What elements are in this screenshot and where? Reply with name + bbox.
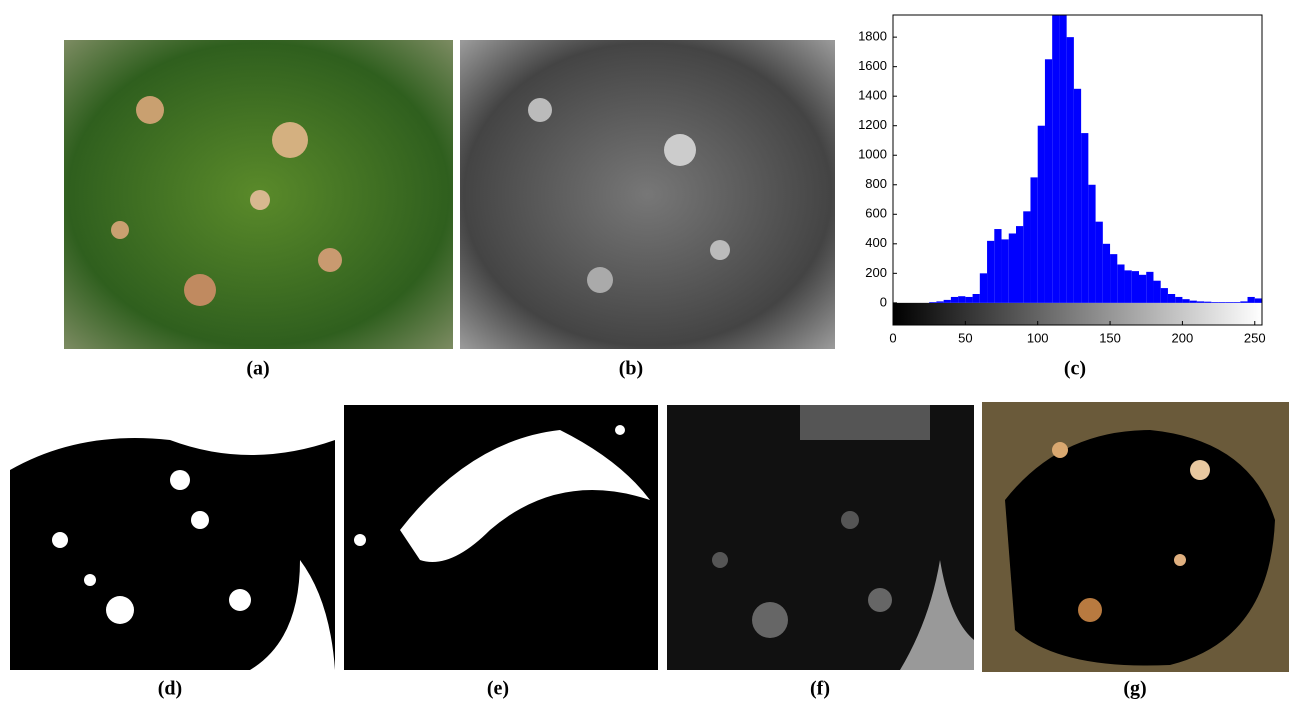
bar — [1219, 302, 1226, 303]
bar — [1132, 271, 1139, 303]
panel-label: (b) — [619, 358, 643, 380]
bar — [965, 297, 972, 303]
bar — [929, 302, 936, 303]
y-tick-label: 800 — [865, 176, 887, 191]
y-tick-label: 1600 — [858, 58, 887, 73]
bar — [994, 229, 1001, 303]
bar — [1096, 222, 1103, 303]
bar — [944, 300, 951, 303]
bar — [1088, 185, 1095, 303]
y-tick-label: 200 — [865, 265, 887, 280]
bar — [1168, 294, 1175, 303]
bar — [1081, 133, 1088, 303]
image-a — [64, 40, 453, 349]
bar — [1226, 302, 1233, 303]
figure: (a) (b) (c) (d) (e) (f) (g) 0 200 400 600 80… — [0, 0, 1299, 705]
x-tick-label: 100 — [1027, 330, 1049, 345]
colorbar — [893, 303, 1262, 325]
bar — [1103, 244, 1110, 303]
bar — [1161, 288, 1168, 303]
image-e — [344, 405, 658, 670]
image-d — [10, 405, 335, 670]
bar — [1211, 302, 1218, 303]
bar — [1059, 15, 1066, 303]
histogram: 0 200 400 600 800 1000 1200 1400 1600 1800 0 50 100 1… — [858, 15, 1266, 345]
bar — [1016, 226, 1023, 303]
y-tick-label: 1000 — [858, 147, 887, 162]
bar — [1233, 302, 1240, 303]
bar — [1248, 297, 1255, 303]
panel-label: (d) — [158, 678, 182, 700]
bar — [1030, 177, 1037, 302]
x-tick-label: 150 — [1099, 330, 1121, 345]
y-tick-label: 1200 — [858, 117, 887, 132]
y-tick-label: 0 — [880, 294, 887, 309]
bar — [1023, 211, 1030, 303]
bar — [1255, 298, 1262, 302]
panel-label: (c) — [1064, 358, 1086, 380]
bar — [958, 296, 965, 303]
bar — [1240, 301, 1247, 302]
bar — [987, 241, 994, 303]
bar — [1052, 15, 1059, 303]
bar — [1002, 239, 1009, 302]
image-f — [667, 405, 974, 670]
bar — [1038, 126, 1045, 303]
image-g — [982, 402, 1289, 672]
bar — [1110, 254, 1117, 303]
bar — [1117, 264, 1124, 302]
panel-label: (a) — [246, 358, 269, 380]
bar — [1139, 275, 1146, 303]
panel-label: (f) — [810, 678, 830, 700]
bar — [1009, 233, 1016, 302]
x-tick-label: 250 — [1244, 330, 1266, 345]
bar — [1175, 297, 1182, 303]
panel-label: (e) — [487, 678, 509, 700]
bar — [973, 294, 980, 303]
y-tick-label: 400 — [865, 235, 887, 250]
bar — [1182, 299, 1189, 303]
bar — [936, 301, 943, 302]
bar — [1197, 301, 1204, 302]
y-tick-label: 1400 — [858, 88, 887, 103]
y-tick-label: 1800 — [858, 29, 887, 44]
bar — [1074, 89, 1081, 303]
bar — [1190, 301, 1197, 303]
bar — [1045, 59, 1052, 303]
y-tick-label: 600 — [865, 206, 887, 221]
bar — [1067, 37, 1074, 303]
bar — [1146, 272, 1153, 303]
x-tick-label: 0 — [889, 330, 896, 345]
bar — [1153, 281, 1160, 303]
panel-label: (g) — [1123, 678, 1146, 700]
bar — [1204, 302, 1211, 303]
bar — [980, 273, 987, 303]
bar — [951, 297, 958, 303]
x-tick-label: 50 — [958, 330, 972, 345]
x-tick-label: 200 — [1172, 330, 1194, 345]
bar — [1125, 270, 1132, 302]
image-b — [460, 40, 835, 349]
